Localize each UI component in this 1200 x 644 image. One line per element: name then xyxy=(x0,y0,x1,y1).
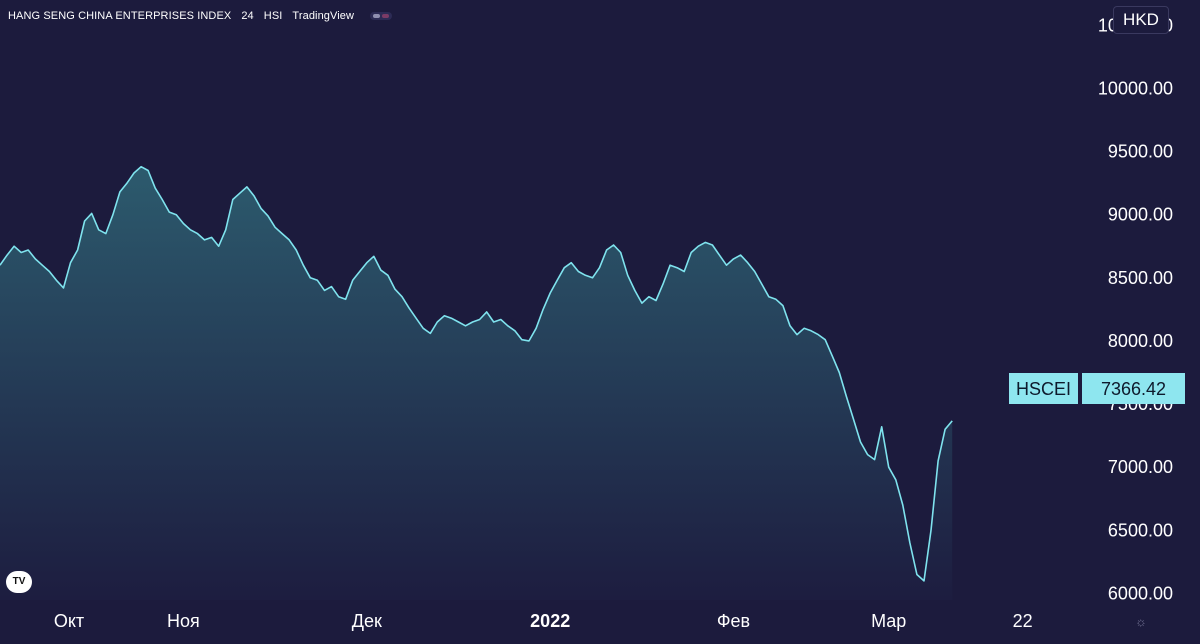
y-tick-label: 10000.00 xyxy=(1098,78,1173,98)
exchange-label: HSI xyxy=(263,10,283,22)
currency-button[interactable]: HKD xyxy=(1113,6,1169,34)
y-tick-label: 9500.00 xyxy=(1108,142,1173,162)
symbol-badge-text: HSCEI xyxy=(1016,379,1071,399)
x-axis: Окт Ноя Дек 2022 Фев Мар 22 xyxy=(54,611,1033,631)
header-toggle-icon[interactable] xyxy=(370,12,393,20)
price-area-fill xyxy=(0,166,953,600)
y-tick-label: 8500.00 xyxy=(1108,268,1173,288)
price-badge xyxy=(1082,373,1185,404)
symbol-title: HANG SENG CHINA ENTERPRISES INDEX xyxy=(8,10,232,22)
y-tick-label: 7000.00 xyxy=(1108,457,1173,477)
y-tick-label: 6000.00 xyxy=(1108,584,1173,604)
y-axis: 6000.006500.007000.007500.008000.008500.… xyxy=(1098,15,1173,603)
tradingview-logo-icon[interactable]: TV xyxy=(6,571,32,593)
y-tick-label: 9000.00 xyxy=(1108,205,1173,225)
price-badge-text: 7366.42 xyxy=(1101,379,1166,399)
y-tick-label: 8000.00 xyxy=(1108,331,1173,351)
chart-header: HANG SENG CHINA ENTERPRISES INDEX 24 HSI… xyxy=(8,8,393,24)
interval-label[interactable]: 24 xyxy=(241,10,254,22)
gear-icon[interactable]: ☼ xyxy=(1135,614,1147,629)
x-tick-label: Окт xyxy=(54,611,84,631)
x-tick-label: 2022 xyxy=(530,611,570,631)
x-tick-label: Дек xyxy=(352,611,382,631)
y-tick-label: 6500.00 xyxy=(1108,520,1173,540)
x-tick-label: Мар xyxy=(871,611,906,631)
source-label: TradingView xyxy=(292,10,355,22)
x-tick-label: 22 xyxy=(1013,611,1033,631)
symbol-badge xyxy=(1009,373,1078,404)
price-line xyxy=(0,165,953,582)
x-tick-label: Ноя xyxy=(167,611,200,631)
last-price-label: HSCEI 7366.42 xyxy=(1009,373,1185,404)
x-tick-label: Фев xyxy=(717,611,750,631)
